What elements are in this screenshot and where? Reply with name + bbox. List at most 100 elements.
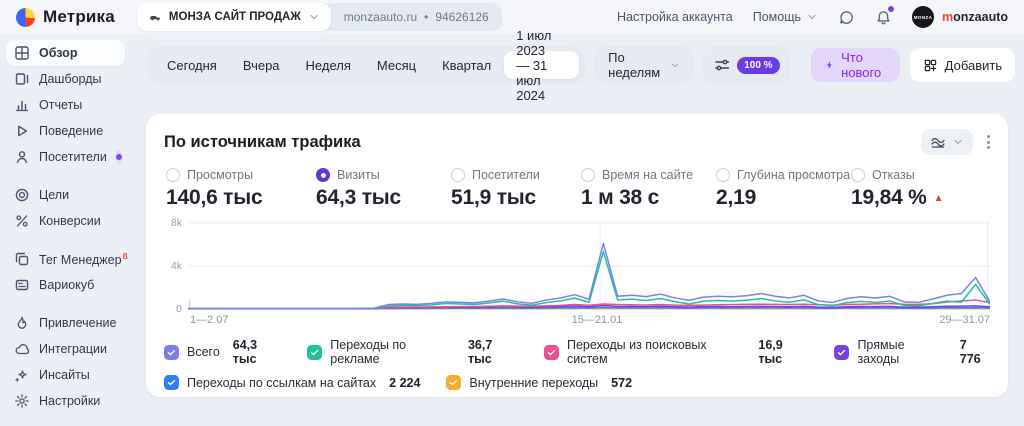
chart-waves-icon bbox=[931, 137, 945, 148]
preset-yesterday[interactable]: Вчера bbox=[242, 57, 280, 73]
avatar[interactable]: MONZA bbox=[912, 6, 935, 28]
trend-up-icon: ▲ bbox=[933, 192, 944, 204]
sidebar-item-settings[interactable]: Настройки bbox=[6, 388, 125, 414]
metric-views[interactable]: Просмотры 140,6 тыс bbox=[166, 168, 263, 209]
preset-month[interactable]: Месяц bbox=[376, 57, 417, 73]
metric-bounce-rate[interactable]: Отказы 19,84 % ▲ bbox=[851, 168, 944, 209]
counter-domain: monzaauto.ru bbox=[343, 10, 418, 24]
sampling-badge: 100 % bbox=[737, 56, 780, 74]
add-button[interactable]: Добавить bbox=[909, 48, 1016, 82]
counter-info: monzaauto.ru • 94626126 bbox=[331, 10, 502, 24]
sampling-button[interactable]: 100 % bbox=[703, 46, 791, 84]
username[interactable]: monzaauto bbox=[942, 10, 1008, 24]
sidebar-item-attraction[interactable]: Привлечение bbox=[6, 310, 125, 336]
radio-icon[interactable] bbox=[451, 168, 465, 182]
date-range-picker[interactable]: 1 июл 2023 — 31 июл 2024 bbox=[504, 28, 580, 103]
sidebar-item-integrations[interactable]: Интеграции bbox=[6, 336, 125, 362]
sidebar-item-tag-manager[interactable]: Тег Менеджерß bbox=[6, 246, 128, 272]
x-tick: 1—2.07 bbox=[190, 314, 229, 326]
behavior-icon bbox=[18, 125, 28, 137]
sidebar-item-label: Инсайты bbox=[39, 368, 90, 382]
visitors-icon bbox=[16, 151, 28, 163]
counter-name-button[interactable]: МОНЗА САЙТ ПРОДАЖ bbox=[136, 3, 331, 31]
counter-separator: • bbox=[424, 10, 429, 24]
sidebar-item-variocube[interactable]: Вариокуб bbox=[6, 272, 125, 298]
chart-plot-area[interactable] bbox=[188, 222, 990, 310]
radio-icon[interactable] bbox=[581, 168, 595, 182]
help-label: Помощь bbox=[752, 10, 802, 24]
sidebar-item-label: Привлечение bbox=[39, 316, 117, 330]
overview-icon bbox=[15, 46, 29, 60]
radio-icon[interactable] bbox=[851, 168, 865, 182]
checkbox-icon[interactable] bbox=[164, 344, 179, 360]
chevron-down-icon bbox=[672, 63, 679, 67]
sidebar-item-label: Интеграции bbox=[39, 342, 108, 356]
tag-manager-icon bbox=[15, 252, 29, 266]
help-menu[interactable]: Помощь bbox=[753, 10, 818, 24]
brand-name: Метрика bbox=[43, 7, 115, 26]
metric-visits[interactable]: Визиты 64,3 тыс bbox=[316, 168, 402, 209]
preset-quarter[interactable]: Квартал bbox=[442, 57, 492, 73]
visitors-badge bbox=[115, 150, 122, 164]
grouping-select[interactable]: По неделям bbox=[595, 46, 694, 84]
y-tick: 8k bbox=[170, 217, 182, 229]
sliders-icon bbox=[715, 59, 730, 71]
sidebar-item-goals[interactable]: Цели bbox=[6, 182, 125, 208]
sidebar-item-label: Посетители bbox=[39, 150, 107, 164]
chat-button[interactable] bbox=[838, 9, 855, 26]
legend-search-traffic[interactable]: Переходы из поисковых систем 16,9 тыс bbox=[543, 338, 808, 366]
chevron-down-icon bbox=[564, 64, 567, 66]
metrika-logo[interactable]: Метрика bbox=[16, 7, 115, 27]
traffic-sources-card: По источникам трафика Просмотры 140,6 ты… bbox=[146, 114, 1008, 397]
sidebar-item-label: Тег Менеджерß bbox=[39, 250, 128, 268]
card-title: По источникам трафика bbox=[164, 132, 361, 151]
sidebar-item-dashboards[interactable]: Дашборды bbox=[6, 66, 125, 92]
metric-users[interactable]: Посетители 51,9 тыс bbox=[451, 168, 540, 209]
checkbox-icon[interactable] bbox=[543, 344, 559, 360]
y-tick: 4k bbox=[170, 260, 182, 272]
sidebar-item-insights[interactable]: Инсайты bbox=[6, 362, 125, 388]
checkbox-icon[interactable] bbox=[307, 344, 323, 360]
checkbox-icon[interactable] bbox=[164, 375, 179, 390]
sidebar-item-label: Отчеты bbox=[39, 98, 83, 112]
legend-total[interactable]: Всего 64,3 тыс bbox=[164, 338, 281, 366]
legend-link-traffic[interactable]: Переходы по ссылкам на сайтах 2 224 bbox=[164, 375, 420, 390]
metric-selector: Просмотры 140,6 тыс Визиты 64,3 тыс Посе… bbox=[164, 168, 990, 210]
chart-type-button[interactable] bbox=[921, 129, 973, 155]
sidebar-item-overview[interactable]: Обзор bbox=[6, 40, 125, 66]
sidebar-item-label: Обзор bbox=[39, 46, 78, 60]
insights-icon bbox=[15, 370, 27, 382]
reports-icon bbox=[15, 100, 29, 112]
sidebar-item-behavior[interactable]: Поведение bbox=[6, 118, 125, 144]
notifications-button[interactable] bbox=[875, 5, 895, 26]
sidebar-item-conversions[interactable]: Конверсии bbox=[6, 208, 125, 234]
chevron-down-icon bbox=[310, 14, 318, 20]
account-settings-link[interactable]: Настройка аккаунта bbox=[617, 10, 733, 24]
legend-internal-traffic[interactable]: Внутренние переходы 572 bbox=[446, 375, 632, 390]
preset-today[interactable]: Сегодня bbox=[167, 57, 217, 73]
sidebar-item-reports[interactable]: Отчеты bbox=[6, 92, 125, 118]
settings-icon bbox=[15, 394, 29, 408]
grouping-value: По неделям bbox=[608, 50, 661, 80]
metric-depth[interactable]: Глубина просмотра 2,19 bbox=[716, 168, 851, 209]
preset-week[interactable]: Неделя bbox=[305, 57, 351, 73]
legend-direct-traffic[interactable]: Прямые заходы 7 776 bbox=[834, 338, 990, 366]
radio-icon[interactable] bbox=[166, 168, 180, 182]
sidebar-item-label: Цели bbox=[39, 188, 70, 202]
metrika-logo-icon bbox=[16, 7, 35, 27]
metric-time-on-site[interactable]: Время на сайте 1 м 38 с bbox=[581, 168, 694, 209]
whats-new-button[interactable]: Что нового bbox=[810, 48, 900, 82]
card-more-button[interactable] bbox=[987, 135, 990, 149]
goals-icon bbox=[15, 188, 29, 202]
radio-icon[interactable] bbox=[716, 168, 730, 182]
chevron-down-icon bbox=[954, 139, 962, 145]
line-chart: 8k 4k 0 1—2.07 15—21.01 29—31.07 bbox=[164, 217, 990, 329]
counter-switcher[interactable]: МОНЗА САЙТ ПРОДАЖ monzaauto.ru • 9462612… bbox=[136, 3, 502, 31]
conversions-icon bbox=[16, 215, 28, 227]
checkbox-icon[interactable] bbox=[446, 375, 462, 390]
beta-badge: ß bbox=[122, 250, 128, 261]
legend-ad-traffic[interactable]: Переходы по рекламе 36,7 тыс bbox=[307, 338, 518, 366]
checkbox-icon[interactable] bbox=[834, 344, 850, 360]
sidebar-item-visitors[interactable]: Посетители bbox=[6, 144, 125, 170]
radio-selected-icon[interactable] bbox=[316, 168, 330, 182]
